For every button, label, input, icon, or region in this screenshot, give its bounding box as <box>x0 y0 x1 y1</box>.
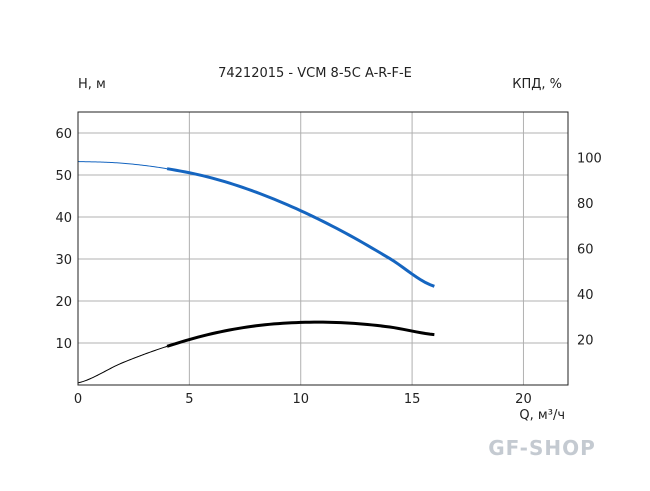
y-left-tick-label: 30 <box>55 253 72 268</box>
x-tick-label: 0 <box>74 392 82 407</box>
y-left-tick-label: 50 <box>55 169 72 184</box>
grid <box>78 112 568 385</box>
y-right-tick-label: 80 <box>577 197 594 212</box>
y-right-tick-label: 60 <box>577 243 594 258</box>
y-left-tick-label: 20 <box>55 295 72 310</box>
right-axis-title: КПД, % <box>512 77 562 92</box>
x-tick-label: 10 <box>292 392 309 407</box>
y-left-tick-label: 10 <box>55 337 72 352</box>
plot-frame <box>77 111 569 386</box>
curve-1-operating <box>166 320 435 348</box>
y-right-tick-label: 20 <box>577 334 594 349</box>
y-right-tick-label: 100 <box>577 152 602 167</box>
x-tick-label: 20 <box>515 392 532 407</box>
y-left-tick-label: 40 <box>55 211 72 226</box>
chart-title: 74212015 - VCM 8-5C A-R-F-E <box>218 66 412 81</box>
left-axis-title: Н, м <box>78 77 106 92</box>
curves <box>77 161 435 384</box>
x-tick-label: 15 <box>404 392 421 407</box>
x-axis-title: Q, м³/ч <box>519 408 565 423</box>
y-left-tick-label: 60 <box>55 127 72 142</box>
watermark-text: GF-SHOP <box>488 436 596 460</box>
y-right-tick-label: 40 <box>577 288 594 303</box>
curve-0-operating <box>166 167 435 288</box>
curve-1-extension <box>77 345 168 384</box>
x-tick-label: 5 <box>185 392 193 407</box>
tick-labels: 0 5 10 15 20 10 20 30 40 50 60 20 40 60 80 100 <box>55 127 601 407</box>
curve-0-extension <box>77 161 168 170</box>
watermark: GF-SHOP <box>488 436 596 460</box>
